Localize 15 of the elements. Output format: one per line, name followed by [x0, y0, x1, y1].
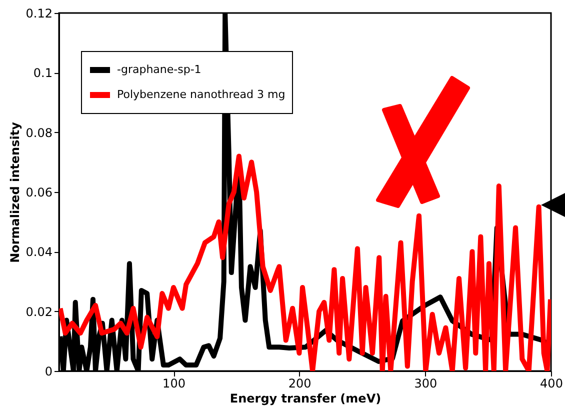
x-tick-label: 400	[540, 376, 563, 390]
y-tick-label: 0	[44, 364, 52, 378]
y-tick-label: 0.1	[33, 66, 52, 80]
y-tick-label: 0.02	[26, 304, 52, 319]
y-tick-label: 0.06	[26, 186, 52, 200]
legend-label: -graphane-sp-1	[117, 63, 202, 76]
x-tick-label: 300	[414, 376, 438, 390]
y-tick-label: 0.04	[26, 245, 52, 260]
x-axis-title: Energy transfer (meV)	[230, 392, 382, 406]
y-axis-title: Normalized intensity	[8, 122, 22, 263]
y-tick-label: 0.12	[26, 6, 52, 20]
legend-label: Polybenzene nanothread 3 mg	[117, 88, 286, 101]
x-tick-label: 200	[288, 376, 312, 390]
y-tick-label: 0.08	[26, 126, 52, 140]
x-tick-label: 100	[162, 376, 186, 390]
